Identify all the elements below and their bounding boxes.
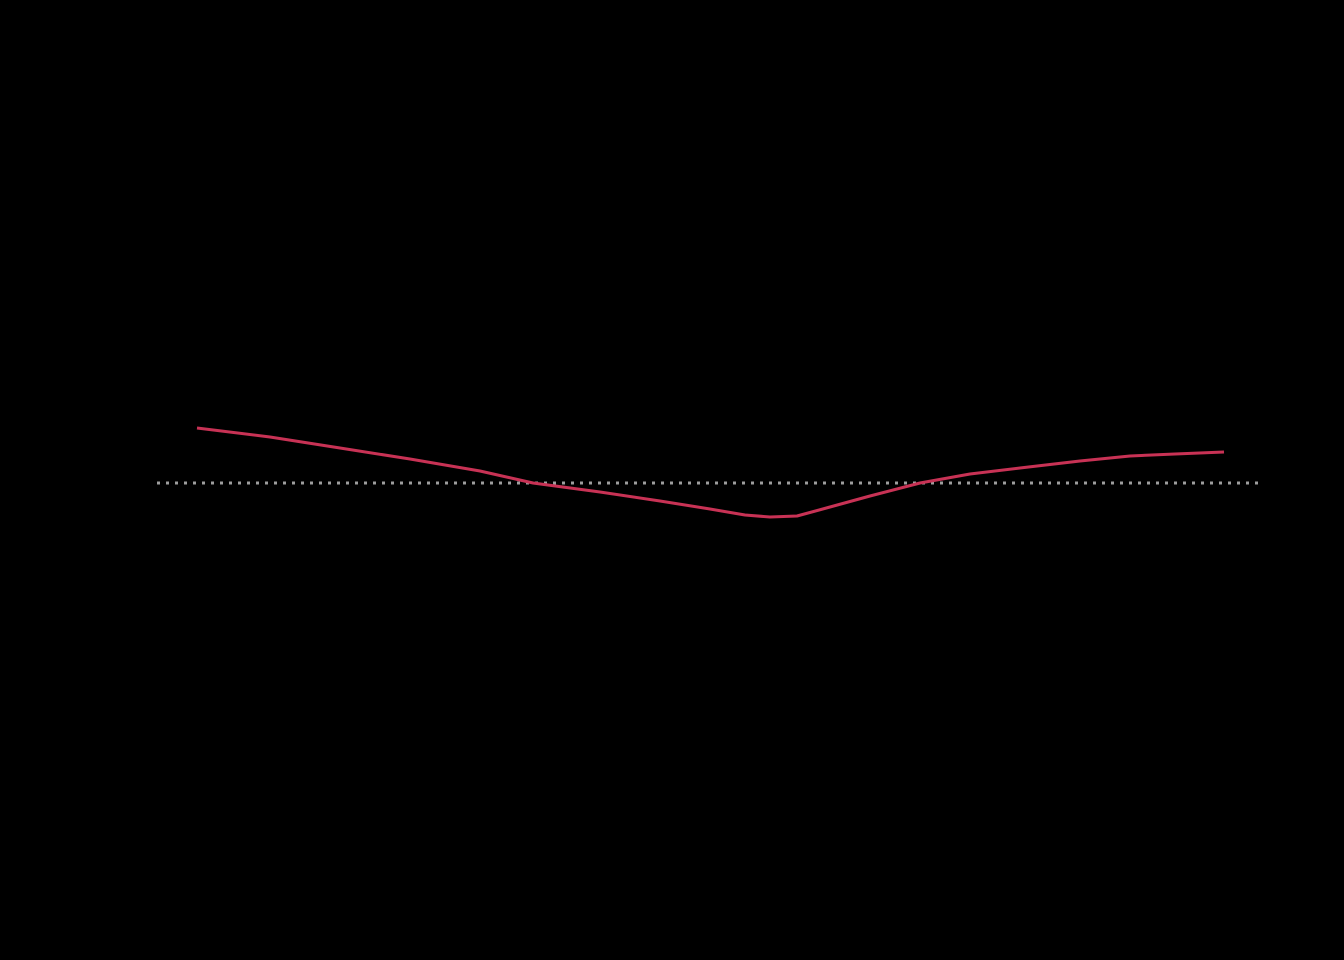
series-line — [196, 426, 1225, 519]
